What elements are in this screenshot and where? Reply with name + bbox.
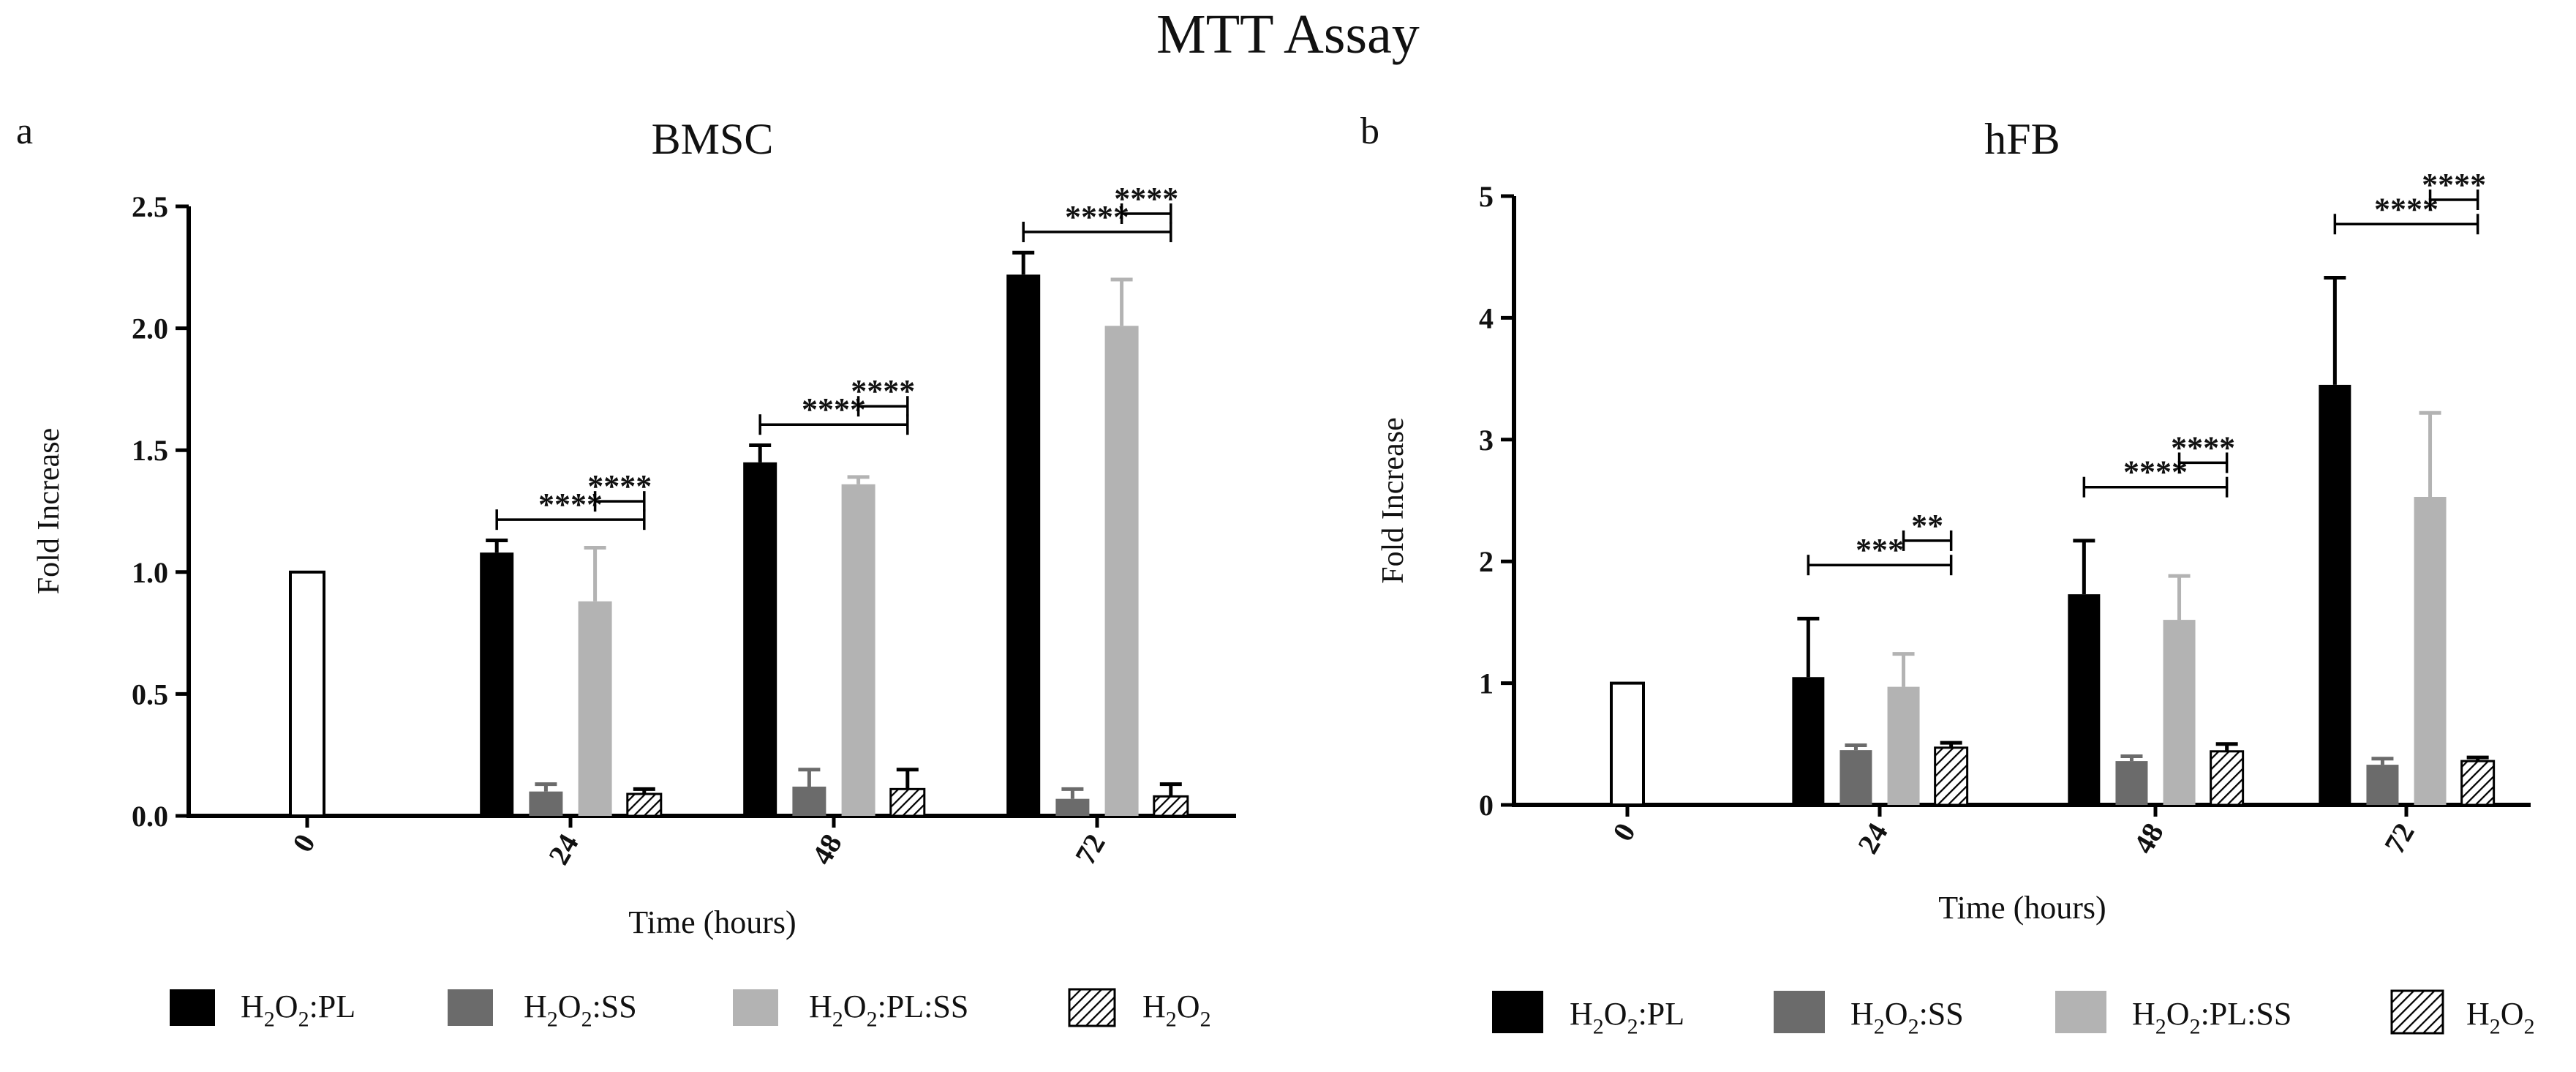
legend-label-h2o2: H2O2 bbox=[1142, 989, 1211, 1031]
bar-h2o2-pl-ss-48h bbox=[841, 484, 875, 816]
legend-swatch-h2o2-pl bbox=[170, 989, 215, 1026]
bar-h2o2-ss-72h bbox=[2366, 765, 2399, 805]
panel-letter-a: a bbox=[16, 110, 34, 152]
y-tick-label: 0.5 bbox=[132, 678, 168, 711]
bar-control-0h bbox=[289, 570, 325, 817]
panel-letter-b: b bbox=[1360, 110, 1379, 152]
legend-label-h2o2-pl-ss: H2O2:PL:SS bbox=[809, 989, 968, 1031]
bar-h2o2-ss-24h bbox=[529, 791, 563, 816]
legend-swatch-h2o2-pl bbox=[1492, 991, 1543, 1033]
significance-label: **** bbox=[587, 468, 652, 504]
significance-label: **** bbox=[851, 373, 915, 409]
legend-swatch-h2o2-pl-ss bbox=[2055, 991, 2106, 1033]
y-tick-label: 2 bbox=[1479, 545, 1494, 578]
panel-a-bmsc: BMSC 0.0 0.5 1.0 1.5 2.0 2.5 Fold Increase Time … bbox=[32, 115, 1236, 1031]
significance-label: ** bbox=[1911, 508, 1943, 544]
legend-label-h2o2-pl: H2O2:PL bbox=[241, 989, 355, 1031]
bar-h2o2-24h bbox=[626, 792, 663, 817]
y-tick-label: 1.5 bbox=[132, 434, 168, 467]
bar-h2o2-ss-48h bbox=[792, 787, 826, 816]
bar-h2o2-ss-72h bbox=[1055, 798, 1090, 816]
significance-label: **** bbox=[2422, 167, 2486, 203]
x-tick-label: 48 bbox=[805, 828, 848, 870]
legend-swatch-h2o2 bbox=[2390, 989, 2444, 1035]
legend-swatch-h2o2 bbox=[1068, 988, 1116, 1027]
x-tick-label: 24 bbox=[542, 828, 585, 870]
panel-title: BMSC bbox=[652, 115, 774, 163]
significance-label: **** bbox=[1065, 199, 1129, 235]
legend-swatch-h2o2-pl-ss bbox=[733, 989, 778, 1026]
legend-label-h2o2-ss: H2O2:SS bbox=[1850, 996, 1964, 1038]
y-tick-label: 4 bbox=[1479, 301, 1494, 334]
bar-h2o2-pl-ss-48h bbox=[2163, 620, 2196, 805]
legend-label-h2o2-ss: H2O2:SS bbox=[524, 989, 637, 1031]
y-tick-label: 5 bbox=[1479, 180, 1494, 213]
bar-h2o2-pl-24h bbox=[1792, 677, 1825, 805]
legend-label-h2o2-pl: H2O2:PL bbox=[1570, 996, 1684, 1038]
bar-h2o2-72h bbox=[1153, 795, 1189, 817]
legend-swatch-h2o2-ss bbox=[1774, 991, 1825, 1033]
legend-swatch-h2o2-ss bbox=[448, 989, 493, 1026]
bar-h2o2-48h bbox=[2210, 750, 2245, 806]
significance-label: **** bbox=[2171, 430, 2235, 465]
panel-b-hfb: hFB 0 1 2 3 4 5 Fold Increase Time (hours) 0 24 48 7… bbox=[1376, 115, 2535, 1038]
x-tick-label: 24 bbox=[1851, 817, 1894, 859]
y-tick-label: 2.5 bbox=[132, 190, 168, 223]
x-axis-label: Time (hours) bbox=[1938, 890, 2106, 926]
significance-label: **** bbox=[1114, 181, 1178, 217]
legend: H2O2:PL H2O2:SS H2O2:PL:SS H2O2 bbox=[170, 988, 1211, 1031]
x-tick-label: 72 bbox=[2378, 817, 2421, 859]
bar-h2o2-pl-48h bbox=[743, 462, 777, 816]
x-tick-label: 48 bbox=[2127, 817, 2170, 859]
y-tick-label: 2.0 bbox=[132, 312, 168, 345]
bar-h2o2-pl-48h bbox=[2068, 594, 2101, 805]
bar-h2o2-ss-48h bbox=[2115, 761, 2148, 805]
y-tick-label: 1.0 bbox=[132, 556, 168, 589]
significance-label: **** bbox=[538, 487, 603, 522]
y-tick-label: 1 bbox=[1479, 667, 1494, 700]
y-tick-label: 3 bbox=[1479, 424, 1494, 457]
legend-label-h2o2: H2O2 bbox=[2466, 996, 2535, 1038]
x-tick-label: 72 bbox=[1069, 828, 1112, 870]
bar-h2o2-pl-ss-24h bbox=[578, 601, 612, 816]
bar-h2o2-pl-ss-72h bbox=[2414, 497, 2447, 805]
bar-h2o2-24h bbox=[1934, 746, 1969, 806]
y-axis-label: Fold Increase bbox=[1376, 417, 1410, 583]
panel-title: hFB bbox=[1984, 115, 2060, 163]
y-axis-label: Fold Increase bbox=[32, 428, 66, 594]
y-tick-label: 0 bbox=[1479, 789, 1494, 822]
x-axis-label: Time (hours) bbox=[628, 904, 796, 940]
x-tick-label: 0 bbox=[1606, 817, 1642, 847]
bar-h2o2-pl-72h bbox=[1006, 274, 1041, 816]
legend: H2O2:PL H2O2:SS H2O2:PL:SS H2O2 bbox=[1492, 989, 2535, 1038]
bar-h2o2-48h bbox=[889, 787, 926, 817]
bar-h2o2-ss-24h bbox=[1839, 750, 1872, 805]
figure-title: MTT Assay bbox=[1156, 4, 1420, 65]
significance-label: *** bbox=[1856, 532, 1904, 568]
bar-h2o2-pl-ss-72h bbox=[1104, 326, 1139, 816]
bar-h2o2-72h bbox=[2460, 760, 2496, 806]
bar-control-0h bbox=[1610, 681, 1645, 806]
bar-h2o2-pl-72h bbox=[2319, 384, 2351, 805]
y-tick-label: 0.0 bbox=[132, 800, 168, 833]
significance-label: **** bbox=[2374, 191, 2438, 227]
legend-label-h2o2-pl-ss: H2O2:PL:SS bbox=[2132, 996, 2291, 1038]
significance-label: **** bbox=[2123, 454, 2188, 490]
bar-h2o2-pl-ss-24h bbox=[1887, 686, 1920, 805]
significance-label: **** bbox=[802, 391, 866, 427]
bar-h2o2-pl-24h bbox=[480, 552, 514, 816]
x-tick-label: 0 bbox=[286, 828, 322, 858]
